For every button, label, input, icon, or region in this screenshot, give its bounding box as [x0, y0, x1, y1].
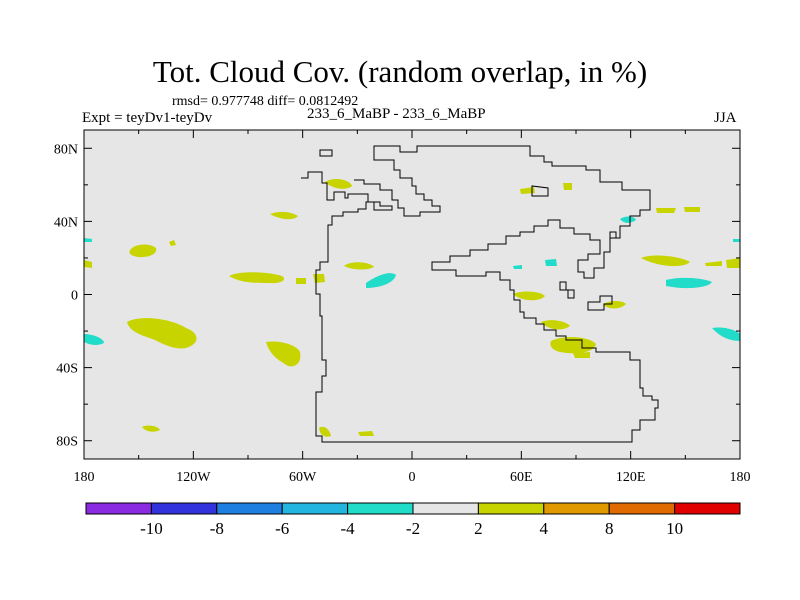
colorbar-label: 10: [666, 519, 683, 538]
colorbar-label: 4: [540, 519, 549, 538]
coastline-small-island: [609, 231, 617, 239]
coastline-far-east-inlet: [559, 281, 575, 299]
anomaly-blob: [366, 273, 396, 288]
colorbar-swatch: [150, 502, 218, 515]
coastline-northwest-island: [319, 149, 333, 157]
negative-anomaly-regions: [84, 216, 740, 345]
y-axis: 80N 40N 0 40S 80S: [54, 142, 740, 450]
colorbar-swatch: [543, 502, 610, 515]
x-tick-label: 120E: [616, 470, 646, 485]
anomaly-blob: [229, 272, 285, 284]
colorbar-swatch: [608, 502, 676, 515]
colorbar-label: -6: [275, 519, 289, 538]
anomaly-blob: [541, 320, 570, 330]
colorbar-swatch: [412, 502, 479, 515]
anomaly-blob: [684, 207, 700, 212]
anomaly-blob: [319, 426, 331, 437]
colorbar-label: -10: [140, 519, 163, 538]
colorbar-label: 2: [474, 519, 483, 538]
colorbar-swatch: [85, 502, 152, 515]
colorbar-swatch: [477, 502, 545, 515]
coastline-east-bay: [587, 295, 613, 311]
colorbar-label: 8: [605, 519, 614, 538]
x-tick-label: 60W: [289, 470, 317, 485]
anomaly-blob: [169, 240, 176, 246]
anomaly-blob: [705, 261, 722, 266]
anomaly-blob: [296, 278, 306, 284]
x-tick-label: 180: [74, 470, 95, 485]
anomaly-blob: [712, 327, 740, 341]
anomaly-blob: [266, 341, 301, 367]
rmsd-diff-stats: rmsd= 0.977748 diff= 0.0812492: [172, 94, 359, 109]
coastline-ne-peninsula: [531, 185, 549, 197]
colorbar-label: -4: [341, 519, 356, 538]
anomaly-blob: [129, 244, 157, 258]
colorbar-swatch: [216, 502, 283, 515]
y-tick-label: 80N: [54, 142, 78, 157]
x-tick-label: 60E: [510, 470, 533, 485]
anomaly-blob: [733, 239, 740, 242]
y-tick-label: 80S: [56, 435, 78, 450]
anomaly-blob: [603, 301, 626, 309]
anomaly-blob: [666, 277, 712, 289]
anomaly-blob: [520, 187, 535, 194]
anomaly-blob: [84, 334, 104, 345]
anomaly-blob: [142, 425, 160, 432]
experiment-label: Expt = teyDv1-teyDv: [82, 110, 213, 126]
anomaly-blob: [545, 259, 557, 266]
coastline-west-continent: [301, 145, 659, 443]
anomaly-blob: [270, 211, 298, 220]
x-tick-label: 120W: [176, 470, 211, 485]
anomaly-blob: [513, 265, 522, 269]
y-tick-label: 40N: [54, 215, 78, 230]
anomaly-blob: [726, 258, 740, 268]
season-label: JJA: [714, 110, 737, 126]
anomaly-blob: [656, 208, 676, 213]
anomaly-blob: [84, 260, 92, 268]
anomaly-blob: [127, 318, 197, 349]
coastlines: [301, 145, 659, 443]
anomaly-blob: [84, 238, 92, 242]
anomaly-blob: [620, 216, 636, 223]
y-tick-label: 0: [71, 289, 78, 304]
anomaly-blob: [344, 262, 374, 270]
anomaly-blob: [573, 352, 590, 358]
anomaly-blob: [563, 183, 572, 190]
colorbar-label: -8: [210, 519, 224, 538]
anomaly-blob: [550, 337, 596, 354]
anomaly-blob: [513, 291, 545, 301]
plot-title: Tot. Cloud Cov. (random overlap, in %): [152, 54, 648, 89]
colorbar: -10 -8 -6 -4 -2 2 4 8 10: [85, 502, 741, 538]
simulation-label: 233_6_MaBP - 233_6_MaBP: [307, 106, 486, 122]
anomaly-blob: [358, 431, 374, 436]
positive-anomaly-regions: [84, 179, 740, 437]
anomaly-blob: [641, 255, 690, 267]
anomaly-blob: [325, 179, 352, 189]
colorbar-swatch: [281, 502, 349, 515]
y-tick-label: 40S: [56, 362, 78, 377]
x-tick-label: 0: [409, 470, 416, 485]
x-tick-label: 180: [730, 470, 751, 485]
x-axis: 180 120W 60W 0 60E 120E 180: [74, 130, 751, 485]
colorbar-label: -2: [406, 519, 420, 538]
colorbar-swatch: [347, 502, 414, 515]
anomaly-blob: [313, 274, 325, 283]
colorbar-swatch: [674, 502, 741, 515]
